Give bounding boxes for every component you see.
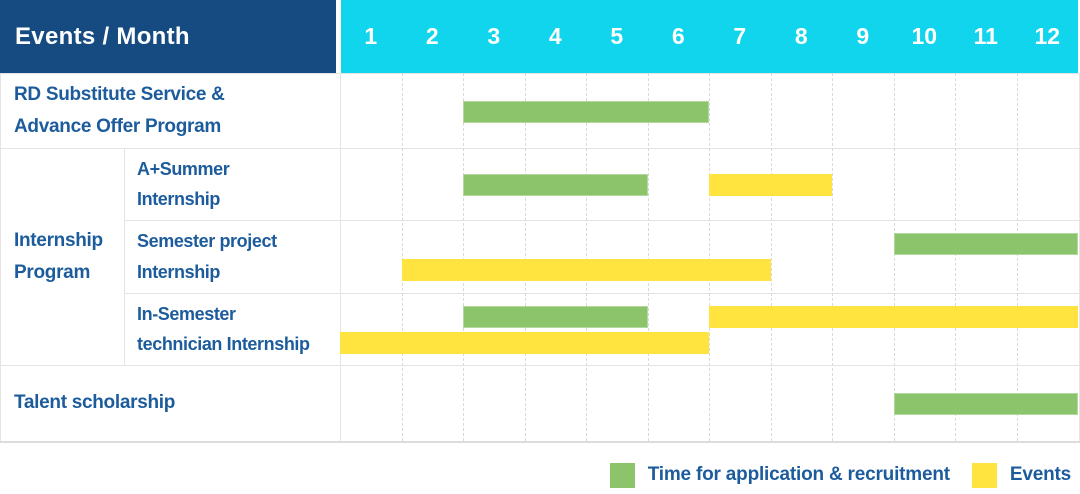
row-sublabel: A+Summer Internship	[137, 158, 230, 209]
bar-events	[709, 306, 1078, 328]
month-divider-line	[770, 73, 772, 441]
month-divider-line	[893, 73, 895, 441]
month-header-11: 11	[973, 23, 998, 49]
grid-hline	[0, 148, 1080, 149]
grid-hline	[0, 73, 1080, 74]
month-divider-line	[463, 73, 464, 441]
legend-swatch-events	[971, 462, 997, 488]
bar-application	[463, 101, 709, 123]
month-header-9: 9	[856, 23, 870, 49]
bar-events	[340, 332, 709, 354]
month-header-6: 6	[671, 23, 685, 49]
group-label: Internship Program	[14, 229, 103, 283]
bar-events	[401, 259, 771, 281]
month-header-4: 4	[548, 23, 562, 49]
bar-application	[463, 174, 648, 196]
grid-hline	[124, 293, 1080, 294]
grid-vline	[0, 73, 1, 441]
legend: Time for application & recruitment Events	[609, 458, 1071, 492]
legend-swatch-application	[609, 462, 635, 488]
month-divider-line	[524, 73, 526, 441]
grid-hline	[0, 365, 1080, 366]
row-sublabel: In-Semester technician Internship	[137, 303, 310, 354]
row-label: RD Substitute Service & Advance Offer Pr…	[14, 83, 225, 137]
row-label: Talent scholarship	[14, 392, 176, 414]
grid-vline	[124, 148, 125, 365]
month-divider-line	[401, 73, 403, 441]
month-header-8: 8	[794, 23, 808, 49]
month-header-7: 7	[733, 23, 747, 49]
events-month-header-cell: Events / Month	[0, 0, 336, 73]
month-divider-line	[955, 73, 956, 441]
row-sublabel: Semester project Internship	[137, 231, 277, 282]
grid-hline	[0, 441, 1080, 443]
legend-item-application: Time for application & recruitment	[609, 462, 950, 488]
legend-item-events: Events	[971, 462, 1071, 488]
month-divider-line	[709, 73, 710, 441]
bar-application	[893, 233, 1078, 255]
month-divider-line	[647, 73, 649, 441]
month-divider-line	[832, 73, 833, 441]
grid-hline	[124, 220, 1080, 221]
bar-application	[463, 306, 648, 328]
events-month-title: Events / Month	[15, 22, 190, 50]
legend-label-events: Events	[1009, 464, 1071, 485]
month-divider-line	[1016, 73, 1018, 441]
month-header-5: 5	[610, 23, 624, 49]
legend-label-application: Time for application & recruitment	[647, 464, 950, 485]
month-header-3: 3	[487, 23, 501, 49]
month-header-2: 2	[425, 23, 439, 49]
month-header-10: 10	[911, 23, 938, 49]
grid-vline	[340, 73, 341, 441]
bar-events	[709, 174, 832, 196]
bar-application	[893, 393, 1078, 415]
month-header-12: 12	[1034, 23, 1061, 49]
month-header-1: 1	[364, 23, 378, 49]
month-header-band	[341, 0, 1078, 73]
month-divider-line	[586, 73, 587, 441]
